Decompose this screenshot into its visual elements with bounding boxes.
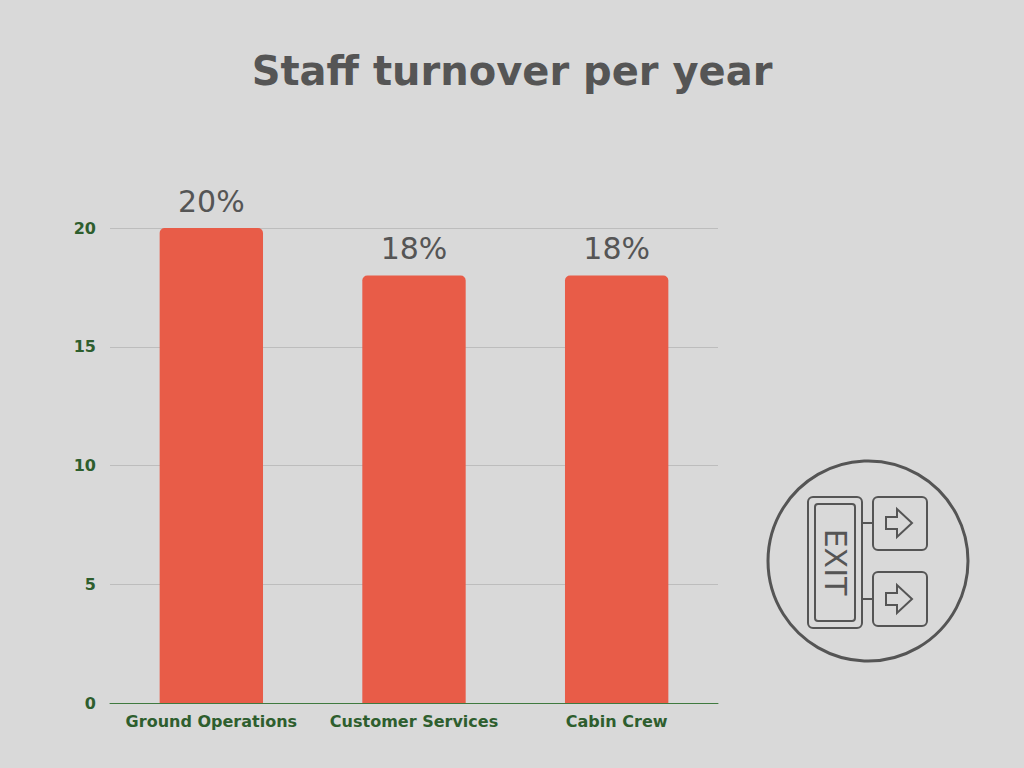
svg-text:Cabin Crew: Cabin Crew [566,712,668,731]
svg-text:Customer Services: Customer Services [330,712,498,731]
svg-text:20: 20 [74,219,96,238]
svg-text:EXIT: EXIT [818,529,853,596]
svg-text:18%: 18% [583,231,650,266]
svg-text:5: 5 [85,575,96,594]
svg-text:0: 0 [85,694,96,713]
svg-text:Ground Operations: Ground Operations [126,712,297,731]
svg-text:Staff turnover per year: Staff turnover per year [252,48,773,94]
svg-text:20%: 20% [178,184,245,219]
svg-text:15: 15 [74,337,96,356]
svg-text:10: 10 [74,456,96,475]
svg-text:18%: 18% [381,231,448,266]
